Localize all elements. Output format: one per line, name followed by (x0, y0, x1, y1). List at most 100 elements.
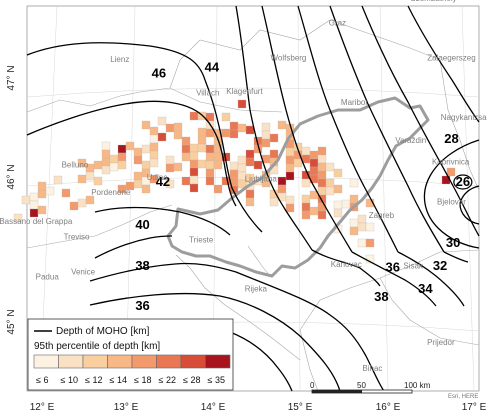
depth-cell (157, 116, 167, 126)
depth-cell (117, 152, 127, 162)
city-label: Sisak (403, 262, 424, 271)
depth-cell (237, 163, 247, 173)
depth-cell (133, 155, 143, 165)
depth-cell (285, 203, 295, 213)
depth-cell (446, 167, 456, 177)
legend-class-label: ≤ 12 (85, 375, 102, 385)
depth-cell (349, 194, 359, 204)
depth-cell (133, 179, 143, 189)
depth-cell (357, 238, 367, 248)
city-label: Koprivnica (432, 158, 470, 167)
legend-swatch (58, 354, 84, 369)
depth-cell (309, 206, 319, 216)
depth-cell (189, 183, 199, 193)
city-label: Bassano del Grappa (0, 217, 73, 226)
depth-cell (285, 155, 295, 165)
depth-cell (317, 178, 327, 188)
contour-value: 32 (433, 258, 447, 273)
depth-percentile-grid (13, 99, 456, 264)
depth-cell (189, 175, 199, 185)
depth-cell (125, 141, 135, 151)
depth-cell (197, 159, 207, 169)
depth-cell (37, 205, 47, 215)
legend-swatch (180, 354, 206, 369)
depth-cell (325, 178, 335, 188)
depth-cell (261, 122, 271, 132)
depth-cell (93, 176, 103, 186)
depth-cell (21, 195, 31, 205)
depth-cell (269, 133, 279, 143)
depth-cell (141, 144, 151, 154)
contour-north-d (329, 5, 445, 253)
city-label: Bjelovar (437, 197, 466, 206)
depth-cell (85, 171, 95, 181)
depth-cell (189, 159, 199, 169)
legend-swatch (205, 354, 231, 369)
depth-cell (101, 149, 111, 159)
depth-cell (245, 197, 255, 207)
depth-cell (165, 123, 175, 133)
depth-cell (357, 222, 367, 232)
depth-cell (325, 162, 335, 172)
lon-tick-label: 17° E (462, 402, 487, 413)
legend-line-label: Depth of MOHO [km] (56, 326, 150, 337)
depth-cell (277, 176, 287, 186)
city-label: Lienz (110, 55, 129, 64)
lon-tick-label: 15° E (288, 402, 313, 413)
depth-cell (317, 170, 327, 180)
depth-cell (205, 128, 215, 138)
depth-cell (285, 147, 295, 157)
depth-cell (205, 152, 215, 162)
contour-label: 26 (453, 174, 473, 190)
contour-label: 32 (433, 258, 447, 273)
depth-cell (317, 154, 327, 164)
depth-cell (237, 99, 247, 109)
city-label: Rijeka (245, 285, 268, 294)
depth-cell (301, 194, 311, 204)
depth-cell (229, 121, 239, 131)
lon-tick-label: 12° E (30, 402, 55, 413)
scale-label-50: 50 (357, 381, 366, 390)
depth-cell (349, 226, 359, 236)
depth-cell (149, 142, 159, 152)
scale-label-0: 0 (310, 381, 315, 390)
depth-cell (365, 198, 375, 208)
depth-cell (301, 146, 311, 156)
depth-cell (245, 125, 255, 135)
contour-north-e (361, 5, 480, 237)
legend-swatch (107, 354, 133, 369)
legend-swatch (33, 354, 59, 369)
city-label: Ljubljana (245, 174, 278, 183)
depth-cell (221, 112, 231, 122)
city-label: Belluno (62, 161, 89, 170)
depth-cell (285, 195, 295, 205)
depth-cell (109, 162, 119, 172)
depth-cell (101, 141, 111, 151)
depth-cell (301, 202, 311, 212)
depth-cell (149, 134, 159, 144)
contour-label: 28 (444, 131, 458, 146)
contour-label: 44 (205, 59, 220, 74)
depth-cell (269, 149, 279, 159)
lon-tick-label: 16° E (376, 402, 401, 413)
depth-cell (229, 129, 239, 139)
depth-cell (285, 171, 295, 181)
city-label: Karlovac (331, 260, 362, 269)
contour-value: 42 (156, 174, 170, 189)
depth-cell (165, 179, 175, 189)
lat-tick-label: 46° N (6, 164, 17, 189)
legend-swatch (131, 354, 157, 369)
contour-38-west (89, 262, 385, 392)
depth-cell (301, 178, 311, 188)
depth-cell (333, 184, 343, 194)
depth-cell (301, 210, 311, 220)
depth-cell (189, 167, 199, 177)
depth-cell (261, 130, 271, 140)
depth-cell (45, 186, 55, 196)
city-label: Graz (329, 18, 346, 27)
depth-cell (85, 195, 95, 205)
depth-cell (141, 120, 151, 130)
slovenia-border (166, 96, 430, 278)
legend-swatch (156, 354, 182, 369)
